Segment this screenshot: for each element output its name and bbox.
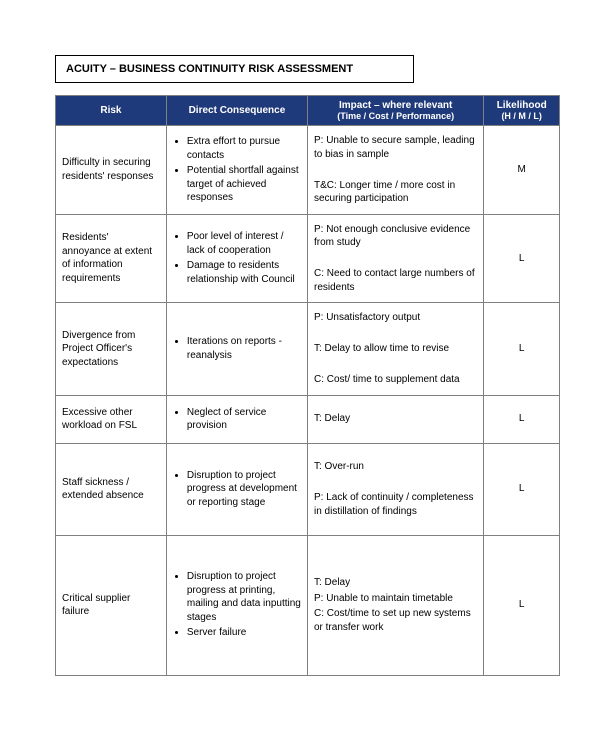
impact-line: T: Delay to allow time to revise xyxy=(314,342,477,356)
document-title: ACUITY – BUSINESS CONTINUITY RISK ASSESS… xyxy=(55,55,414,83)
impact-line: P: Lack of continuity / completeness in … xyxy=(314,491,477,518)
impact-line: T: Delay xyxy=(314,412,477,426)
impact-line: T: Delay xyxy=(314,576,477,590)
impact-line xyxy=(314,163,477,177)
consequence-list: Disruption to project progress at develo… xyxy=(173,469,301,510)
risk-cell: Excessive other workload on FSL xyxy=(56,395,167,443)
page-container: ACUITY – BUSINESS CONTINUITY RISK ASSESS… xyxy=(0,0,600,706)
risk-cell: Residents' annoyance at extent of inform… xyxy=(56,214,167,303)
table-row: Staff sickness / extended absence Disrupt… xyxy=(56,443,560,535)
impact-line xyxy=(314,252,477,266)
likelihood-cell: L xyxy=(484,395,560,443)
consequence-item: Neglect of service provision xyxy=(187,406,301,433)
consequence-item: Extra effort to pursue contacts xyxy=(187,135,301,162)
impact-cell: P: Unable to secure sample, leading to b… xyxy=(307,126,483,215)
header-likelihood-sub: (H / M / L) xyxy=(488,111,555,121)
header-impact-sub: (Time / Cost / Performance) xyxy=(312,111,479,121)
table-row: Residents' annoyance at extent of inform… xyxy=(56,214,560,303)
likelihood-cell: L xyxy=(484,214,560,303)
likelihood-cell: M xyxy=(484,126,560,215)
impact-line: P: Unable to maintain timetable xyxy=(314,592,477,606)
consequence-item: Damage to residents relationship with Co… xyxy=(187,259,301,286)
consequence-cell: Iterations on reports - reanalysis xyxy=(166,303,307,396)
consequence-item: Disruption to project progress at develo… xyxy=(187,469,301,510)
impact-line: C: Need to contact large numbers of resi… xyxy=(314,267,477,294)
consequence-list: Disruption to project progress at printi… xyxy=(173,570,301,640)
impact-cell: P: Unsatisfactory output T: Delay to all… xyxy=(307,303,483,396)
impact-line: T&C: Longer time / more cost in securing… xyxy=(314,179,477,206)
impact-line: C: Cost/ time to supplement data xyxy=(314,373,477,387)
risk-cell: Difficulty in securing residents' respon… xyxy=(56,126,167,215)
risk-cell: Staff sickness / extended absence xyxy=(56,443,167,535)
consequence-item: Server failure xyxy=(187,626,301,640)
impact-line: P: Not enough conclusive evidence from s… xyxy=(314,223,477,250)
risk-cell: Critical supplier failure xyxy=(56,535,167,675)
header-impact: Impact – where relevant (Time / Cost / P… xyxy=(307,96,483,126)
consequence-list: Poor level of interest / lack of coopera… xyxy=(173,230,301,286)
consequence-cell: Disruption to project progress at develo… xyxy=(166,443,307,535)
consequence-item: Potential shortfall against target of ac… xyxy=(187,164,301,205)
table-body: Difficulty in securing residents' respon… xyxy=(56,126,560,676)
consequence-list: Iterations on reports - reanalysis xyxy=(173,335,301,362)
consequence-cell: Disruption to project progress at printi… xyxy=(166,535,307,675)
likelihood-cell: L xyxy=(484,443,560,535)
consequence-list: Extra effort to pursue contactsPotential… xyxy=(173,135,301,205)
impact-line xyxy=(314,476,477,490)
table-row: Critical supplier failure Disruption to p… xyxy=(56,535,560,675)
header-likelihood: Likelihood (H / M / L) xyxy=(484,96,560,126)
consequence-list: Neglect of service provision xyxy=(173,406,301,433)
consequence-cell: Extra effort to pursue contactsPotential… xyxy=(166,126,307,215)
impact-line xyxy=(314,358,477,372)
impact-cell: T: Over-run P: Lack of continuity / comp… xyxy=(307,443,483,535)
impact-cell: T: Delay P: Unable to maintain timetableC… xyxy=(307,535,483,675)
consequence-item: Iterations on reports - reanalysis xyxy=(187,335,301,362)
likelihood-cell: L xyxy=(484,303,560,396)
impact-line: C: Cost/time to set up new systems or tr… xyxy=(314,607,477,634)
header-risk: Risk xyxy=(56,96,167,126)
header-impact-main: Impact – where relevant xyxy=(339,100,452,111)
risk-cell: Divergence from Project Officer's expect… xyxy=(56,303,167,396)
header-consequence: Direct Consequence xyxy=(166,96,307,126)
impact-line: T: Over-run xyxy=(314,460,477,474)
table-row: Divergence from Project Officer's expect… xyxy=(56,303,560,396)
table-row: Difficulty in securing residents' respon… xyxy=(56,126,560,215)
table-row: Excessive other workload on FSL Neglect o… xyxy=(56,395,560,443)
impact-line xyxy=(314,327,477,341)
consequence-cell: Poor level of interest / lack of coopera… xyxy=(166,214,307,303)
table-header: Risk Direct Consequence Impact – where r… xyxy=(56,96,560,126)
impact-line: P: Unsatisfactory output xyxy=(314,311,477,325)
consequence-cell: Neglect of service provision xyxy=(166,395,307,443)
header-likelihood-main: Likelihood xyxy=(497,100,547,111)
risk-assessment-table: Risk Direct Consequence Impact – where r… xyxy=(55,95,560,676)
impact-cell: P: Not enough conclusive evidence from s… xyxy=(307,214,483,303)
consequence-item: Disruption to project progress at printi… xyxy=(187,570,301,624)
consequence-item: Poor level of interest / lack of coopera… xyxy=(187,230,301,257)
impact-line: P: Unable to secure sample, leading to b… xyxy=(314,134,477,161)
likelihood-cell: L xyxy=(484,535,560,675)
impact-cell: T: Delay xyxy=(307,395,483,443)
